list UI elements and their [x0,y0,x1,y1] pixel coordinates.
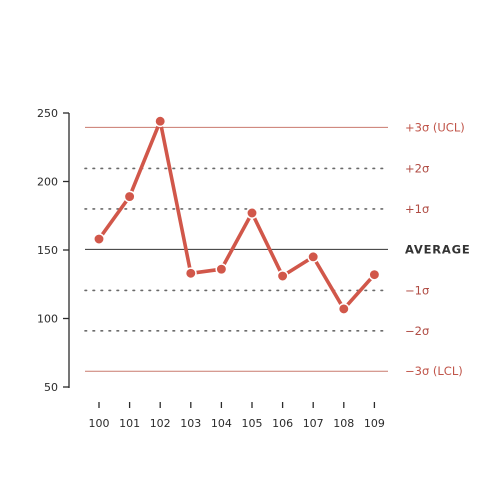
x-tick-label: 107 [303,417,324,430]
reference-label: −2σ [405,324,429,338]
data-point [276,270,289,282]
x-tick-label: 105 [242,417,263,430]
y-tick-label: 250 [37,107,58,120]
reference-label: +2σ [405,161,429,175]
x-tick-label: 108 [333,417,354,430]
data-point [368,268,381,281]
x-ticks: 100 101 102 103 104 105 106 107 108 109 [89,402,385,430]
reference-label: +3σ (UCL) [405,120,465,134]
y-tick-label: 100 [37,313,58,326]
data-point [246,207,258,219]
y-ticks: 50 100 150 200 250 [37,107,69,394]
reference-label: AVERAGE [405,242,471,256]
reference-label: +1σ [405,202,429,216]
series [93,115,381,315]
data-point [337,302,350,315]
reference-label: −3σ (LCL) [405,364,463,378]
x-tick-label: 104 [211,417,232,430]
x-tick-label: 100 [89,417,110,430]
data-point [93,233,105,245]
x-tick-label: 103 [180,417,201,430]
data-point [307,250,320,263]
data-point [123,190,136,203]
x-tick-label: 102 [150,417,171,430]
series-line [97,119,377,311]
data-point [154,115,167,128]
reference-labels: +3σ (UCL) +2σ +1σ AVERAGE −1σ −2σ −3σ (LCL) [405,120,471,378]
y-tick-label: 200 [37,176,58,189]
data-point [184,267,197,280]
reference-lines [84,126,389,372]
x-tick-label: 106 [272,417,293,430]
y-tick-label: 50 [44,381,58,394]
reference-label: −1σ [405,283,429,297]
x-tick-label: 101 [119,417,140,430]
x-tick-label: 109 [364,417,385,430]
data-point [215,263,228,276]
y-tick-label: 150 [37,244,58,257]
